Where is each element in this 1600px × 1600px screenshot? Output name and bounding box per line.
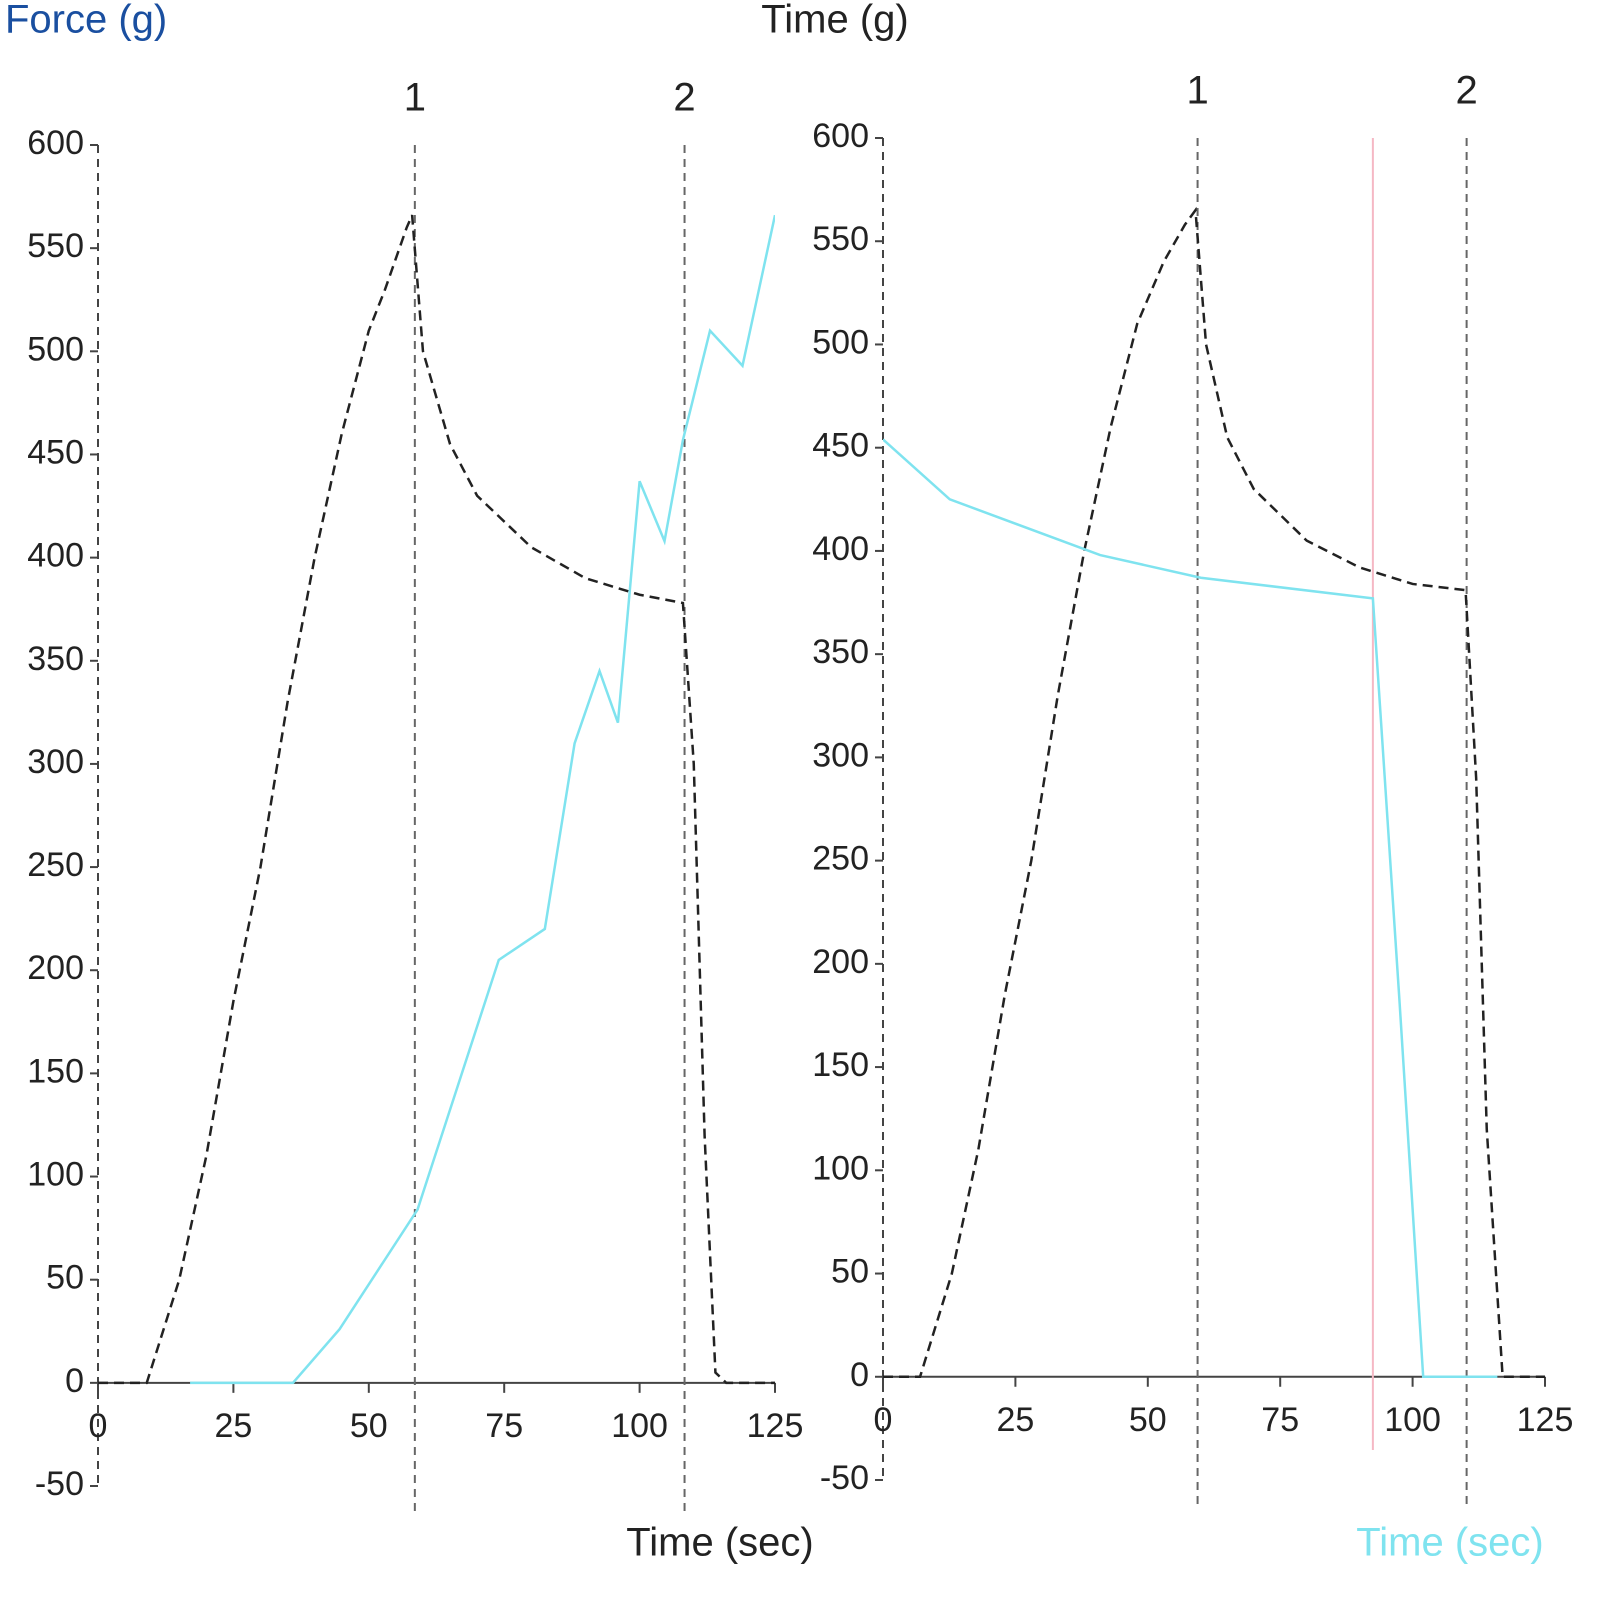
- x-tick-label: 25: [996, 1401, 1034, 1439]
- y-tick-label: 400: [27, 537, 84, 575]
- y-tick-label: -50: [820, 1459, 869, 1497]
- y-tick-label: -50: [35, 1465, 84, 1503]
- y-tick-label: 300: [27, 743, 84, 781]
- y-tick-label: 50: [831, 1253, 869, 1291]
- marker-label: 1: [404, 76, 426, 120]
- y-tick-label: 150: [812, 1046, 869, 1084]
- y-tick-label: 0: [65, 1362, 84, 1400]
- data-line: [883, 438, 1498, 1379]
- x-axis-label: Time (sec): [626, 1521, 813, 1565]
- y-tick-label: 550: [27, 227, 84, 265]
- y-tick-label: 500: [812, 323, 869, 361]
- x-tick-label: 50: [350, 1407, 388, 1445]
- y-tick-label: 200: [27, 949, 84, 987]
- y-tick-label: 250: [812, 840, 869, 878]
- y-tick-label: 350: [27, 640, 84, 678]
- y-tick-label: 450: [27, 433, 84, 471]
- y-axis-label: Force (g): [5, 0, 167, 42]
- y-tick-label: 100: [27, 1156, 84, 1194]
- y-tick-label: 500: [27, 330, 84, 368]
- data-line: [98, 214, 775, 1385]
- y-tick-label: 600: [812, 117, 869, 155]
- y-axis-label: Time (g): [761, 0, 908, 42]
- marker-label: 2: [1455, 69, 1477, 113]
- x-tick-label: 125: [1517, 1401, 1574, 1439]
- y-tick-label: 50: [46, 1259, 84, 1297]
- y-tick-label: 350: [812, 633, 869, 671]
- y-tick-label: 200: [812, 943, 869, 981]
- marker-label: 2: [673, 76, 695, 120]
- y-tick-label: 100: [812, 1149, 869, 1187]
- y-tick-label: 0: [850, 1356, 869, 1394]
- x-tick-label: 50: [1129, 1401, 1167, 1439]
- y-tick-label: 400: [812, 530, 869, 568]
- x-tick-label: 125: [747, 1407, 804, 1445]
- y-tick-label: 250: [27, 846, 84, 884]
- y-tick-label: 550: [812, 220, 869, 258]
- y-tick-label: 150: [27, 1052, 84, 1090]
- x-tick-label: 100: [1384, 1401, 1441, 1439]
- x-tick-label: 25: [214, 1407, 252, 1445]
- y-tick-label: 450: [812, 427, 869, 465]
- x-tick-label: 0: [874, 1401, 893, 1439]
- x-tick-label: 75: [1261, 1401, 1299, 1439]
- x-tick-label: 0: [89, 1407, 108, 1445]
- marker-label: 1: [1186, 69, 1208, 113]
- y-tick-label: 600: [27, 124, 84, 162]
- x-axis-label: Time (sec): [1356, 1521, 1543, 1565]
- x-tick-label: 100: [611, 1407, 668, 1445]
- x-tick-label: 75: [485, 1407, 523, 1445]
- data-line: [190, 214, 775, 1385]
- y-tick-label: 300: [812, 736, 869, 774]
- data-line: [883, 206, 1545, 1379]
